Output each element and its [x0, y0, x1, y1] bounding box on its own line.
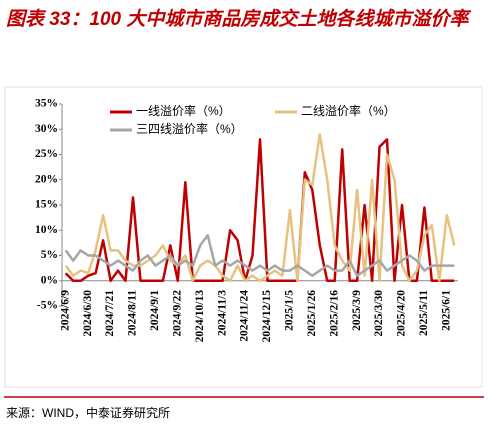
x-tick-label: 2025/5/11: [418, 290, 430, 336]
x-tick-label: 2025/6/1: [440, 290, 452, 331]
x-tick-label: 2025/3/9: [351, 290, 363, 331]
x-tick-label: 2025/1/5: [284, 290, 296, 331]
x-tick-label: 2024/12/15: [261, 290, 273, 343]
y-tick-label: 35%: [35, 98, 58, 110]
x-tick-label: 2024/6/30: [82, 290, 94, 337]
legend-label: 二线溢价率（%）: [301, 103, 396, 118]
legend-label: 三四线溢价率（%）: [136, 121, 243, 136]
x-tick-label: 2024/11/24: [239, 290, 251, 342]
chart-frame: [4, 86, 483, 388]
x-tick-label: 2024/10/13: [194, 290, 206, 343]
legend-label: 一线溢价率（%）: [136, 103, 231, 118]
y-tick-label: 15%: [35, 199, 58, 211]
y-tick-label: 0%: [41, 274, 58, 286]
y-tick-label: -5%: [37, 300, 58, 312]
y-tick-label: 5%: [41, 249, 58, 261]
x-tick-label: 2024/11/3: [216, 290, 228, 336]
chart-title: 图表 33：100 大中城市商品房成交土地各线城市溢价率: [6, 9, 469, 30]
x-tick-label: 2024/9/22: [171, 290, 183, 337]
series-line: [64, 133, 456, 283]
x-tick-label: 2025/4/20: [396, 290, 408, 337]
x-tick-label: 2025/1/26: [306, 290, 318, 337]
y-tick-label: 30%: [35, 123, 58, 135]
y-tick-label: 25%: [35, 148, 58, 160]
x-tick-label: 2024/9/1: [149, 290, 161, 331]
y-tick-label: 20%: [35, 173, 58, 185]
x-tick-label: 2024/7/21: [104, 290, 116, 337]
x-tick-label: 2024/6/9: [59, 290, 71, 331]
series-line: [64, 138, 455, 283]
x-tick-label: 2024/8/11: [127, 290, 139, 336]
y-tick-label: 10%: [35, 224, 58, 236]
source: 来源：WIND，中泰证券研究所: [6, 406, 170, 420]
x-tick-label: 2025/3/30: [373, 290, 385, 337]
x-tick-label: 2025/2/16: [328, 290, 340, 337]
series-line: [64, 234, 455, 277]
